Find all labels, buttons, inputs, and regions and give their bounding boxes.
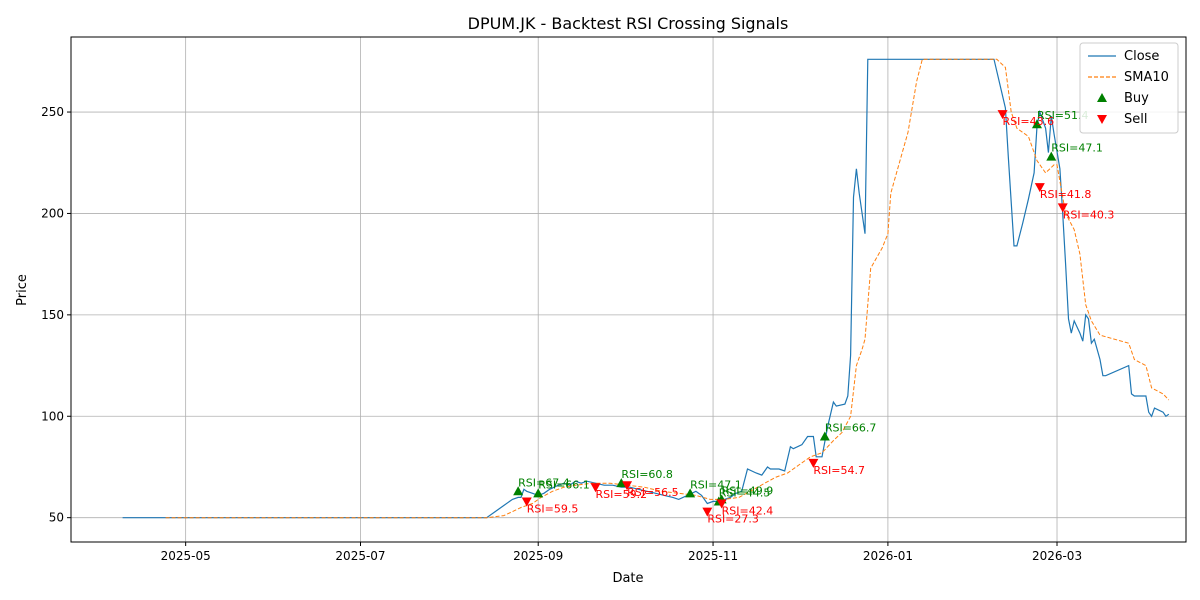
buy-signal-label: RSI=66.1: [538, 478, 590, 491]
legend-label: Close: [1124, 49, 1159, 64]
legend-box: [1079, 42, 1179, 134]
x-tick-label: 2025-11: [688, 549, 738, 563]
y-tick-label: 100: [41, 409, 64, 423]
legend-label: Sell: [1124, 112, 1147, 127]
sell-signal-label: RSI=43.6: [1003, 115, 1055, 128]
sell-signal-marker: [1057, 203, 1068, 213]
plot-frame: [70, 36, 1187, 543]
legend-entry-close: Close: [1088, 49, 1159, 64]
legend: Close SMA10 Buy Sell: [1079, 42, 1179, 134]
buy-signal-label: RSI=67.4: [518, 476, 570, 489]
legend-swatch: [1097, 93, 1107, 102]
sell-signal-label: RSI=40.3: [1063, 208, 1115, 221]
sell-signal-marker: [590, 483, 601, 493]
sma10-series-line: [165, 58, 1170, 519]
buy-signal-label: RSI=47.1: [690, 478, 742, 491]
legend-entry-buy: Buy: [1097, 91, 1149, 106]
chart-title: DPUM.JK - Backtest RSI Crossing Signals: [468, 14, 789, 33]
buy-signal-label: RSI=49.9: [722, 484, 774, 497]
legend-label: SMA10: [1124, 70, 1169, 85]
close-series-line: [122, 58, 1170, 519]
y-tick-label: 50: [49, 511, 64, 525]
buy-signal-label: RSI=51.4: [1037, 109, 1089, 122]
signal-markers: [513, 110, 1068, 517]
series-layer: [122, 58, 1170, 519]
sell-signal-label: RSI=27.3: [707, 513, 759, 526]
buy-signal-marker: [533, 488, 544, 498]
x-tick-label: 2025-09: [513, 549, 563, 563]
sell-signal-marker: [702, 507, 713, 517]
buy-signal-marker: [1031, 119, 1042, 129]
buy-signal-marker: [616, 478, 627, 488]
sell-signal-marker: [997, 110, 1008, 120]
y-axis-label: Price: [15, 274, 30, 306]
sell-signal-label: RSI=41.8: [1040, 188, 1092, 201]
sell-signal-label: RSI=56.5: [627, 486, 679, 499]
buy-signal-label: RSI=66.7: [825, 422, 877, 435]
sell-signal-label: RSI=54.7: [813, 464, 865, 477]
x-axis-label: Date: [612, 571, 643, 586]
buy-signal-label: RSI=60.8: [621, 468, 673, 481]
x-tick-label: 2025-05: [161, 549, 211, 563]
x-tick-label: 2026-01: [863, 549, 913, 563]
sell-signal-label: RSI=42.4: [722, 504, 774, 517]
legend-entry-sma10: SMA10: [1088, 70, 1169, 85]
buy-signal-label: RSI=44.5: [719, 486, 771, 499]
legend-entry-sell: Sell: [1097, 112, 1147, 127]
grid-lines: [71, 37, 1186, 542]
buy-signal-marker: [513, 486, 524, 496]
buy-signal-marker: [685, 488, 696, 498]
sell-signal-marker: [716, 499, 727, 509]
signal-annotations: RSI=67.4RSI=66.1RSI=60.8RSI=47.1RSI=44.5…: [518, 109, 1114, 525]
sell-signal-marker: [521, 497, 532, 507]
legend-swatch: [1097, 115, 1107, 124]
y-tick-label: 250: [41, 105, 64, 119]
legend-label: Buy: [1124, 91, 1149, 106]
sell-signal-marker: [1034, 183, 1045, 193]
y-tick-label: 150: [41, 308, 64, 322]
buy-signal-label: RSI=47.1: [1051, 142, 1103, 155]
sell-signal-label: RSI=59.5: [527, 502, 579, 515]
y-tick-label: 200: [41, 206, 64, 220]
sell-signal-marker: [622, 481, 633, 491]
x-tick-label: 2025-07: [335, 549, 385, 563]
buy-signal-marker: [1046, 151, 1057, 161]
axis-ticks: 2025-05 2025-07 2025-09 2025-11 2026-01 2026-…: [41, 105, 1082, 563]
x-tick-label: 2026-03: [1032, 549, 1082, 563]
sell-signal-marker: [808, 458, 819, 468]
sell-signal-label: RSI=59.2: [596, 488, 648, 501]
buy-signal-marker: [819, 431, 830, 441]
